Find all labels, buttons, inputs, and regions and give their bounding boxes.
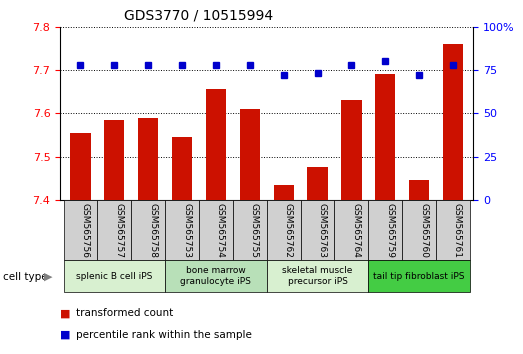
Bar: [308, 167, 328, 200]
Bar: [206, 90, 226, 200]
Text: ■: ■: [60, 308, 71, 318]
Text: GSM565759: GSM565759: [385, 203, 394, 258]
Text: GSM565753: GSM565753: [182, 203, 191, 258]
Text: GSM565764: GSM565764: [351, 203, 360, 258]
Text: GSM565761: GSM565761: [453, 203, 462, 258]
Text: GSM565754: GSM565754: [216, 203, 225, 258]
Bar: [335, 200, 368, 260]
Bar: [104, 120, 124, 200]
Bar: [443, 44, 463, 200]
Bar: [97, 200, 131, 260]
Text: ▶: ▶: [44, 272, 52, 282]
Bar: [341, 100, 361, 200]
Text: GSM565760: GSM565760: [419, 203, 428, 258]
Text: splenic B cell iPS: splenic B cell iPS: [76, 272, 153, 281]
Bar: [375, 74, 395, 200]
Bar: [165, 260, 267, 292]
Bar: [165, 200, 199, 260]
Text: GSM565762: GSM565762: [283, 203, 293, 258]
Text: bone marrow
granulocyte iPS: bone marrow granulocyte iPS: [180, 267, 252, 286]
Bar: [368, 200, 402, 260]
Text: GSM565757: GSM565757: [115, 203, 123, 258]
Bar: [402, 200, 436, 260]
Text: GSM565756: GSM565756: [81, 203, 89, 258]
Text: ■: ■: [60, 330, 71, 339]
Bar: [409, 181, 429, 200]
Bar: [199, 200, 233, 260]
Bar: [267, 200, 301, 260]
Bar: [138, 118, 158, 200]
Bar: [274, 185, 294, 200]
Bar: [368, 260, 470, 292]
Bar: [436, 200, 470, 260]
Bar: [240, 109, 260, 200]
Bar: [172, 137, 192, 200]
Bar: [267, 260, 368, 292]
Text: tail tip fibroblast iPS: tail tip fibroblast iPS: [373, 272, 465, 281]
Text: skeletal muscle
precursor iPS: skeletal muscle precursor iPS: [282, 267, 353, 286]
Bar: [63, 200, 97, 260]
Bar: [70, 133, 90, 200]
Text: GDS3770 / 10515994: GDS3770 / 10515994: [124, 9, 274, 23]
Bar: [131, 200, 165, 260]
Text: transformed count: transformed count: [76, 308, 173, 318]
Text: percentile rank within the sample: percentile rank within the sample: [76, 330, 252, 339]
Text: GSM565758: GSM565758: [148, 203, 157, 258]
Text: GSM565763: GSM565763: [317, 203, 326, 258]
Bar: [63, 260, 165, 292]
Bar: [233, 200, 267, 260]
Text: cell type: cell type: [3, 272, 47, 282]
Bar: [301, 200, 335, 260]
Text: GSM565755: GSM565755: [250, 203, 259, 258]
